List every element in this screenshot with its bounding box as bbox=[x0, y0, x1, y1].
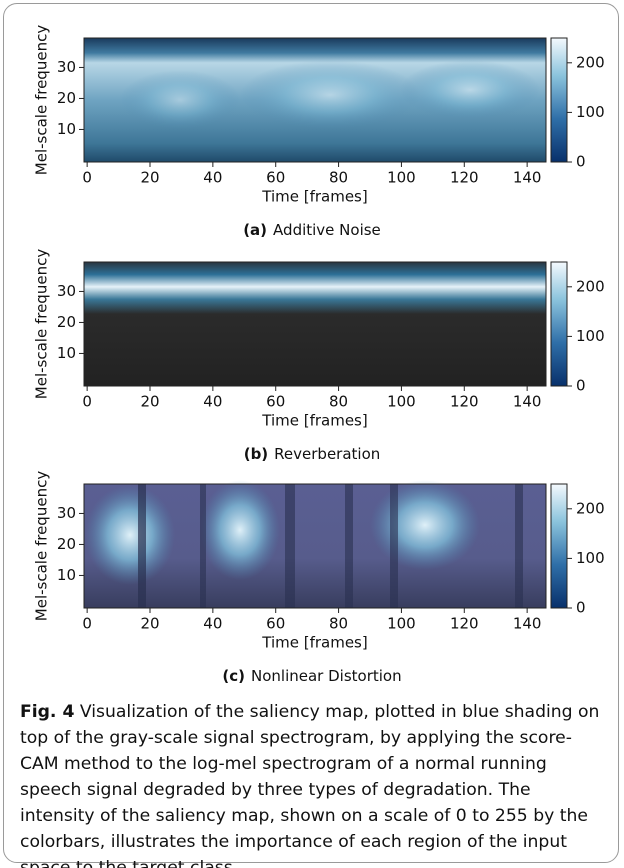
x-tick-label: 0 bbox=[82, 615, 92, 633]
x-axis-label: Time [frames] bbox=[261, 188, 367, 206]
x-tick-label: 100 bbox=[387, 393, 416, 411]
figure-label: Fig. 4 bbox=[20, 702, 75, 722]
x-axis-label: Time [frames] bbox=[261, 634, 367, 652]
x-axis-label: Time [frames] bbox=[261, 412, 367, 430]
y-axis-label: Mel-scale frequency bbox=[33, 25, 51, 176]
y-tick-label: 30 bbox=[57, 504, 76, 522]
x-tick-label: 140 bbox=[513, 615, 542, 633]
y-tick-label: 20 bbox=[57, 313, 76, 331]
plot-frame bbox=[83, 483, 547, 609]
y-tick-label: 10 bbox=[57, 120, 76, 138]
panel-caption: (b) Reverberation bbox=[244, 445, 381, 463]
panel-caption-text: Additive Noise bbox=[273, 221, 381, 239]
x-tick-label: 120 bbox=[450, 393, 479, 411]
colorbar-tick-label: 200 bbox=[576, 277, 605, 295]
x-tick-label: 40 bbox=[203, 169, 222, 187]
colorbar-tick-label: 200 bbox=[576, 53, 605, 71]
plot-frame bbox=[83, 261, 547, 387]
y-axis-label: Mel-scale frequency bbox=[33, 249, 51, 400]
y-tick-label: 20 bbox=[57, 535, 76, 553]
x-tick-label: 140 bbox=[513, 393, 542, 411]
colorbar-tick-label: 0 bbox=[576, 599, 586, 617]
panel-label: (c) bbox=[222, 667, 245, 685]
panel-caption: (c) Nonlinear Distortion bbox=[222, 667, 401, 685]
x-tick-label: 100 bbox=[387, 615, 416, 633]
spectrogram-image bbox=[84, 38, 546, 608]
x-tick-label: 120 bbox=[450, 615, 479, 633]
y-axis-label: Mel-scale frequency bbox=[33, 471, 51, 622]
panel-label: (b) bbox=[244, 445, 268, 463]
panel-caption: (a) Additive Noise bbox=[243, 221, 381, 239]
figure-caption-text: Visualization of the saliency map, plott… bbox=[20, 702, 600, 868]
x-tick-label: 0 bbox=[82, 393, 92, 411]
colorbar bbox=[550, 261, 568, 387]
x-tick-label: 80 bbox=[329, 615, 348, 633]
colorbar-tick-label: 0 bbox=[576, 153, 586, 171]
x-tick-label: 40 bbox=[203, 615, 222, 633]
panel-caption-text: Nonlinear Distortion bbox=[251, 667, 402, 685]
x-tick-label: 20 bbox=[140, 169, 159, 187]
x-tick-label: 20 bbox=[140, 615, 159, 633]
figure-caption: Fig. 4 Visualization of the saliency map… bbox=[20, 699, 610, 868]
x-tick-label: 80 bbox=[329, 169, 348, 187]
panel-caption-text: Reverberation bbox=[274, 445, 380, 463]
y-tick-label: 30 bbox=[57, 58, 76, 76]
x-tick-label: 120 bbox=[450, 169, 479, 187]
x-tick-label: 100 bbox=[387, 169, 416, 187]
colorbar-tick-label: 100 bbox=[576, 549, 605, 567]
colorbar bbox=[550, 483, 568, 609]
panel-label: (a) bbox=[243, 221, 267, 239]
x-tick-label: 140 bbox=[513, 169, 542, 187]
x-tick-label: 0 bbox=[82, 169, 92, 187]
colorbar-tick-label: 100 bbox=[576, 327, 605, 345]
x-tick-label: 60 bbox=[266, 615, 285, 633]
x-tick-label: 60 bbox=[266, 393, 285, 411]
x-tick-label: 60 bbox=[266, 169, 285, 187]
colorbar bbox=[550, 37, 568, 163]
x-tick-label: 20 bbox=[140, 393, 159, 411]
colorbar-tick-label: 100 bbox=[576, 103, 605, 121]
y-tick-label: 10 bbox=[57, 344, 76, 362]
x-tick-label: 40 bbox=[203, 393, 222, 411]
frame bbox=[3, 3, 619, 863]
colorbar-tick-label: 0 bbox=[576, 377, 586, 395]
y-tick-label: 20 bbox=[57, 89, 76, 107]
y-tick-label: 30 bbox=[57, 282, 76, 300]
colorbar-tick-label: 200 bbox=[576, 499, 605, 517]
y-tick-label: 10 bbox=[57, 566, 76, 584]
x-tick-label: 80 bbox=[329, 393, 348, 411]
plot-frame bbox=[83, 37, 547, 163]
